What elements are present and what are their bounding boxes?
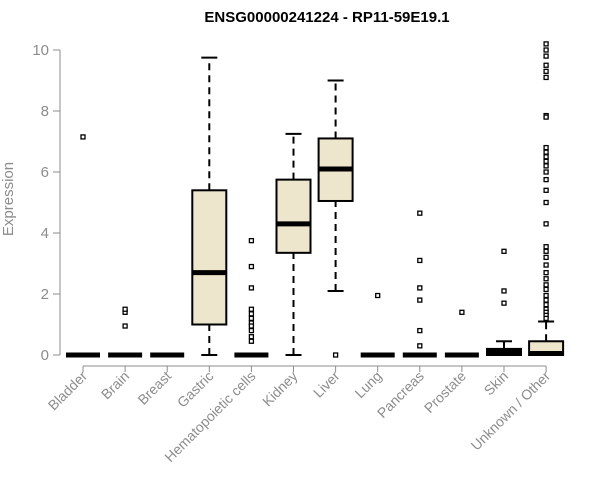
outlier-point: [543, 158, 549, 164]
y-axis: 0 2 4 6 8 10: [32, 42, 61, 364]
outlier-point: [543, 176, 549, 183]
box-bladder: [66, 134, 100, 358]
outlier-point: [248, 315, 255, 322]
outlier-point: [543, 149, 549, 155]
y-tick-label: 10: [32, 42, 49, 59]
outlier-point: [122, 306, 128, 312]
outlier-point: [543, 68, 549, 74]
outlier-point: [248, 285, 255, 291]
outlier-point: [543, 297, 549, 303]
outlier-point: [248, 237, 255, 244]
outlier-point: [543, 144, 549, 151]
x-tick-label: Pancreas: [374, 368, 427, 421]
x-tick-label: Kidney: [259, 368, 301, 410]
outlier-point: [543, 262, 549, 268]
box-unknown-other: [528, 41, 565, 356]
outlier-point: [543, 74, 549, 81]
outlier-point: [543, 41, 549, 47]
outlier-point: [543, 302, 549, 308]
outlier-point: [459, 309, 465, 315]
box: [191, 189, 228, 326]
outlier-point: [417, 297, 423, 303]
x-tick-label: Prostate: [421, 368, 469, 416]
outlier-point: [501, 288, 507, 294]
box-liver: [317, 79, 354, 358]
outlier-point: [417, 285, 423, 291]
outlier-point: [417, 257, 423, 264]
box-pancreas: [402, 210, 437, 358]
y-tick-label: 4: [41, 225, 49, 242]
x-tick-label: Skin: [481, 368, 512, 399]
box-lung: [360, 292, 395, 358]
y-tick-label: 8: [41, 103, 49, 120]
chart-title: ENSG00000241224 - RP11-59E19.1: [204, 9, 449, 26]
box-skin: [486, 248, 522, 356]
box-prostate: [444, 309, 479, 358]
outlier-point: [543, 269, 549, 276]
x-tick-label: Bladder: [45, 368, 91, 414]
y-tick-label: 2: [41, 286, 49, 303]
outlier-point: [543, 163, 549, 169]
x-tick-label: Breast: [134, 368, 174, 408]
box-kidney: [275, 132, 312, 356]
outlier-point: [248, 311, 255, 317]
box-brain: [108, 306, 143, 358]
outlier-point: [248, 334, 255, 340]
outlier-point: [248, 327, 255, 334]
outlier-point: [543, 47, 549, 53]
outlier-point: [248, 306, 255, 312]
y-axis-label: Expression: [0, 162, 17, 236]
outlier-point: [248, 323, 255, 329]
outlier-point: [543, 114, 549, 120]
outlier-point: [543, 187, 549, 193]
outlier-point: [417, 343, 423, 349]
outlier-point: [543, 282, 549, 288]
outlier-point: [543, 169, 549, 175]
outlier-point: [543, 286, 549, 293]
outlier-point: [122, 323, 128, 329]
outlier-point: [417, 327, 423, 334]
x-tick-label: Unknown / Other: [468, 368, 554, 454]
y-tick-label: 6: [41, 164, 49, 181]
outlier-point: [543, 62, 549, 68]
x-tick-label: Liver: [310, 368, 343, 401]
outlier-point: [543, 315, 549, 322]
outlier-point: [543, 244, 549, 250]
outlier-point: [417, 210, 423, 216]
outlier-point: [543, 276, 549, 282]
box-gastric: [191, 56, 228, 356]
outlier-point: [543, 248, 549, 254]
outlier-point: [80, 134, 86, 140]
x-tick-label: Lung: [351, 368, 384, 401]
outlier-point: [332, 352, 339, 358]
outlier-point: [543, 292, 549, 299]
outlier-point: [375, 292, 381, 299]
x-tick-label: Brain: [98, 368, 132, 402]
outlier-point: [543, 254, 549, 261]
box-hematopoietic-cells: [234, 237, 269, 358]
outlier-point: [248, 338, 255, 344]
outlier-point: [543, 221, 549, 227]
box-series: [66, 41, 565, 358]
outlier-point: [543, 154, 549, 160]
outlier-point: [501, 248, 507, 254]
y-tick-label: 0: [41, 347, 49, 364]
outlier-point: [501, 300, 507, 306]
outlier-point: [543, 199, 549, 206]
outlier-point: [248, 263, 255, 270]
outlier-point: [543, 53, 549, 59]
box: [275, 178, 312, 254]
